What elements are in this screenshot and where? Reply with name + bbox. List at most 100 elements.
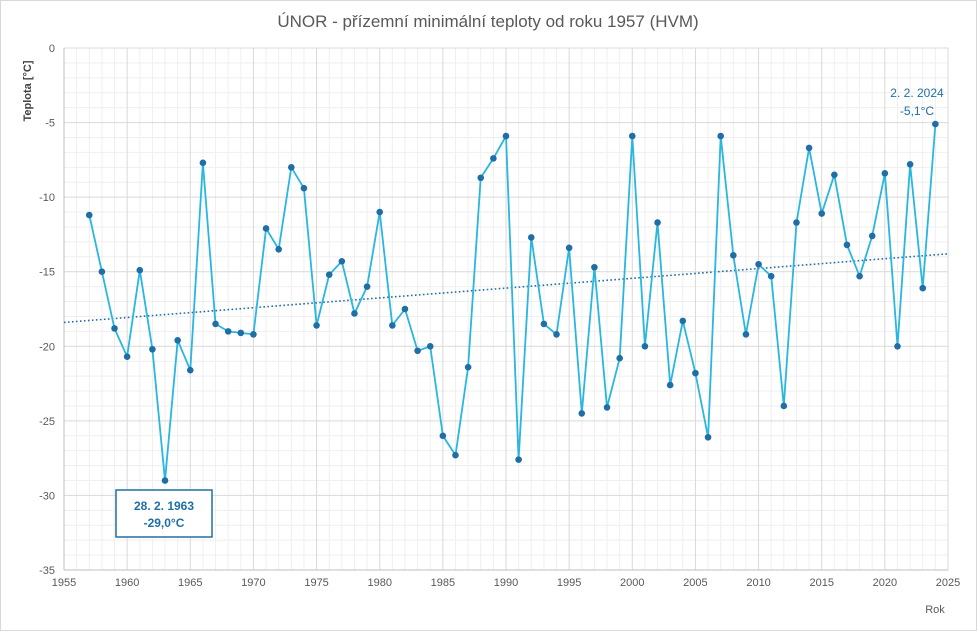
x-tick-label: 1955	[52, 577, 76, 589]
data-point	[262, 225, 270, 232]
data-point	[426, 342, 434, 350]
data-point	[288, 164, 295, 171]
data-point	[123, 353, 131, 361]
data-point	[464, 363, 472, 371]
data-point	[843, 241, 851, 249]
x-tick-label: 1995	[557, 577, 581, 589]
data-point	[250, 331, 257, 338]
data-point	[224, 328, 232, 335]
data-point	[868, 232, 876, 240]
data-point	[363, 283, 371, 290]
annotation-box-1963	[115, 489, 213, 538]
data-point	[578, 410, 586, 417]
data-point	[932, 120, 939, 128]
data-point	[111, 325, 118, 332]
data-point	[591, 263, 598, 271]
data-point	[818, 210, 826, 217]
annotation-1963-date: 28. 2. 1963	[134, 499, 194, 513]
data-point	[275, 246, 282, 253]
data-point	[704, 433, 712, 441]
data-point	[439, 432, 447, 440]
x-tick-label: 2000	[620, 577, 644, 589]
x-tick-label: 2025	[936, 577, 960, 589]
data-point	[490, 155, 497, 162]
y-tick-label: -30	[39, 490, 55, 502]
y-tick-label: -5	[45, 118, 55, 130]
data-point	[174, 337, 181, 344]
data-point	[906, 161, 914, 168]
data-point	[565, 244, 573, 252]
data-point	[161, 477, 169, 484]
data-point	[186, 366, 194, 374]
data-point	[351, 310, 358, 317]
data-point	[831, 171, 838, 179]
data-point	[603, 404, 611, 411]
axes	[63, 48, 948, 571]
data-point	[237, 329, 245, 337]
data-point	[856, 272, 863, 280]
annotation-2024-date: 2. 2. 2024	[890, 86, 944, 100]
data-point	[325, 271, 333, 278]
data-point	[452, 451, 459, 459]
x-tick-label: 1975	[304, 577, 328, 589]
data-point	[502, 132, 510, 140]
data-point	[376, 208, 384, 216]
x-tick-labels: 1955 1960 1965 1970 1975 1980 1985 1990 1995 2000…	[52, 577, 960, 589]
data-point	[540, 320, 548, 328]
annotation-1963-value: -29,0°C	[144, 516, 185, 530]
data-point	[730, 252, 737, 259]
data-point	[692, 369, 699, 377]
y-tick-label: -15	[39, 267, 55, 279]
y-axis-label: Teplota [°C]	[22, 60, 34, 121]
x-tick-label: 2005	[683, 577, 707, 589]
data-point	[515, 456, 522, 463]
y-tick-label: -10	[39, 192, 55, 204]
data-point	[755, 260, 762, 268]
x-tick-label: 1985	[431, 577, 455, 589]
series-group	[85, 120, 939, 484]
data-point	[300, 184, 308, 192]
data-point	[767, 272, 775, 280]
data-point	[98, 268, 106, 276]
data-point	[666, 381, 674, 389]
y-tick-label: -20	[39, 341, 55, 353]
data-point	[641, 342, 649, 350]
x-tick-label: 1960	[115, 577, 139, 589]
x-tick-label: 1980	[367, 577, 391, 589]
y-tick-label: -35	[39, 565, 55, 577]
data-point	[85, 211, 93, 219]
x-tick-label: 1990	[494, 577, 518, 589]
x-tick-label: 2020	[873, 577, 897, 589]
data-point	[149, 345, 156, 353]
data-point	[338, 257, 346, 265]
data-point	[679, 317, 687, 325]
data-point	[414, 347, 421, 355]
data-point	[313, 322, 320, 329]
x-tick-label: 1970	[241, 577, 265, 589]
data-point	[717, 132, 724, 140]
data-point	[894, 342, 901, 350]
y-tick-label: 0	[49, 43, 55, 55]
data-point	[654, 219, 661, 226]
x-tick-label: 2015	[809, 577, 833, 589]
chart-title: ÚNOR - přízemní minimální teploty od rok…	[277, 12, 698, 31]
data-point	[136, 266, 144, 274]
x-axis-label: Rok	[925, 604, 945, 616]
data-point	[389, 322, 396, 329]
data-point	[780, 402, 788, 410]
annotation-2024-value: -5,1°C	[900, 104, 934, 118]
data-point	[742, 331, 750, 338]
data-point	[628, 132, 636, 140]
data-point	[793, 219, 800, 226]
data-point	[881, 169, 889, 177]
data-point	[527, 234, 535, 241]
data-point	[199, 159, 207, 167]
data-point	[477, 174, 485, 182]
data-point	[616, 354, 623, 362]
y-tick-label: -25	[39, 416, 55, 428]
x-tick-label: 1965	[178, 577, 202, 589]
data-point	[212, 320, 219, 328]
data-point	[401, 305, 409, 313]
y-tick-labels: 0 -5 -10 -15 -20 -25 -30 -35	[39, 43, 55, 577]
